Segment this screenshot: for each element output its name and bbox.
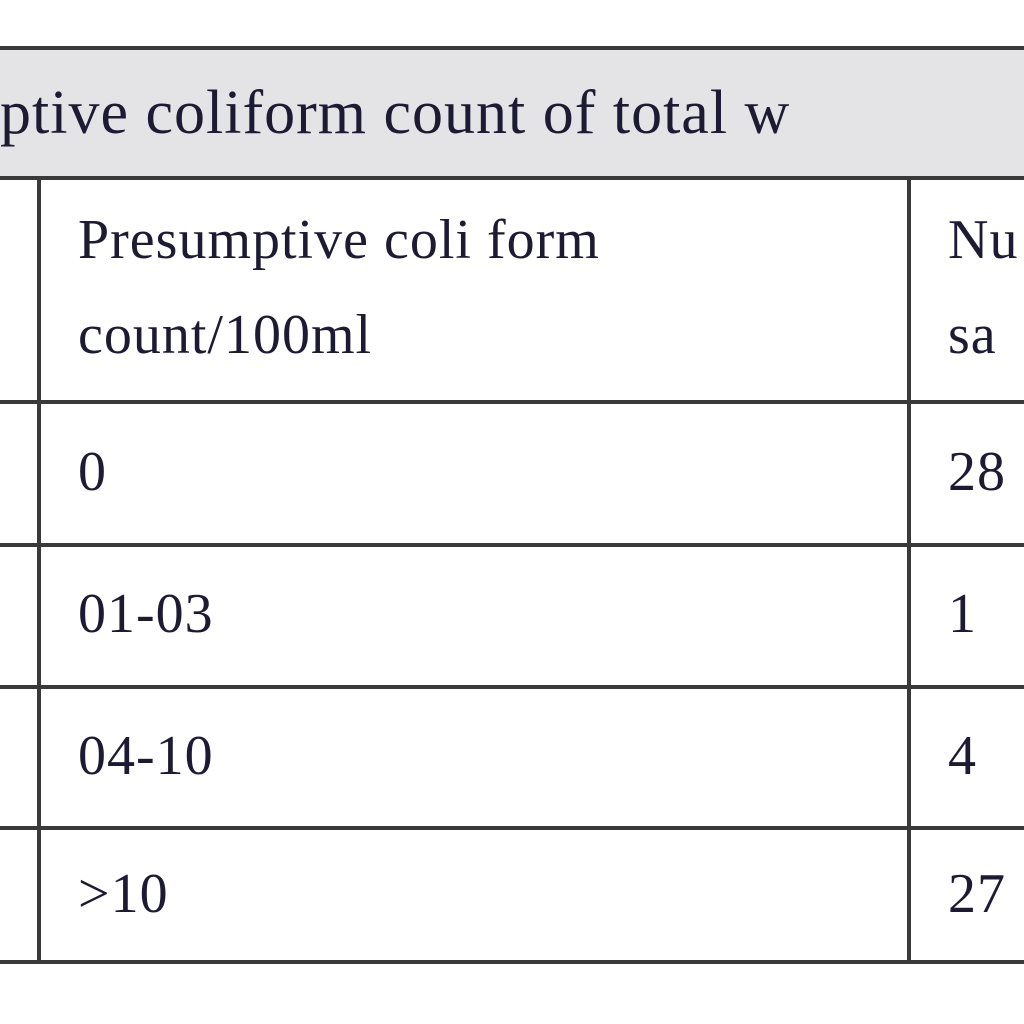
header-cell: sa — [948, 304, 997, 366]
header-cell: Presumptive coli form — [78, 209, 600, 271]
rule — [0, 685, 1024, 689]
rule — [0, 826, 1024, 830]
table-cell: 04-10 — [78, 725, 214, 787]
col-rule — [907, 176, 911, 964]
table-title: ptive coliform count of total w — [0, 79, 791, 147]
table-cell: 27 — [948, 863, 1006, 925]
rule — [0, 400, 1024, 404]
table-cell: 28 — [948, 441, 1006, 503]
table-cell: 0 — [78, 441, 107, 503]
rule — [0, 46, 1024, 50]
rule — [0, 960, 1024, 964]
title-band — [0, 49, 1024, 177]
col-rule — [37, 176, 41, 964]
table-cell: 1 — [948, 583, 977, 645]
table-cell: 4 — [948, 725, 977, 787]
rule — [0, 176, 1024, 180]
rule — [0, 543, 1024, 547]
table-cell: 01-03 — [78, 583, 214, 645]
table-cell: >10 — [78, 863, 169, 925]
header-cell: count/100ml — [78, 304, 373, 366]
header-cell: Nu — [948, 209, 1019, 271]
